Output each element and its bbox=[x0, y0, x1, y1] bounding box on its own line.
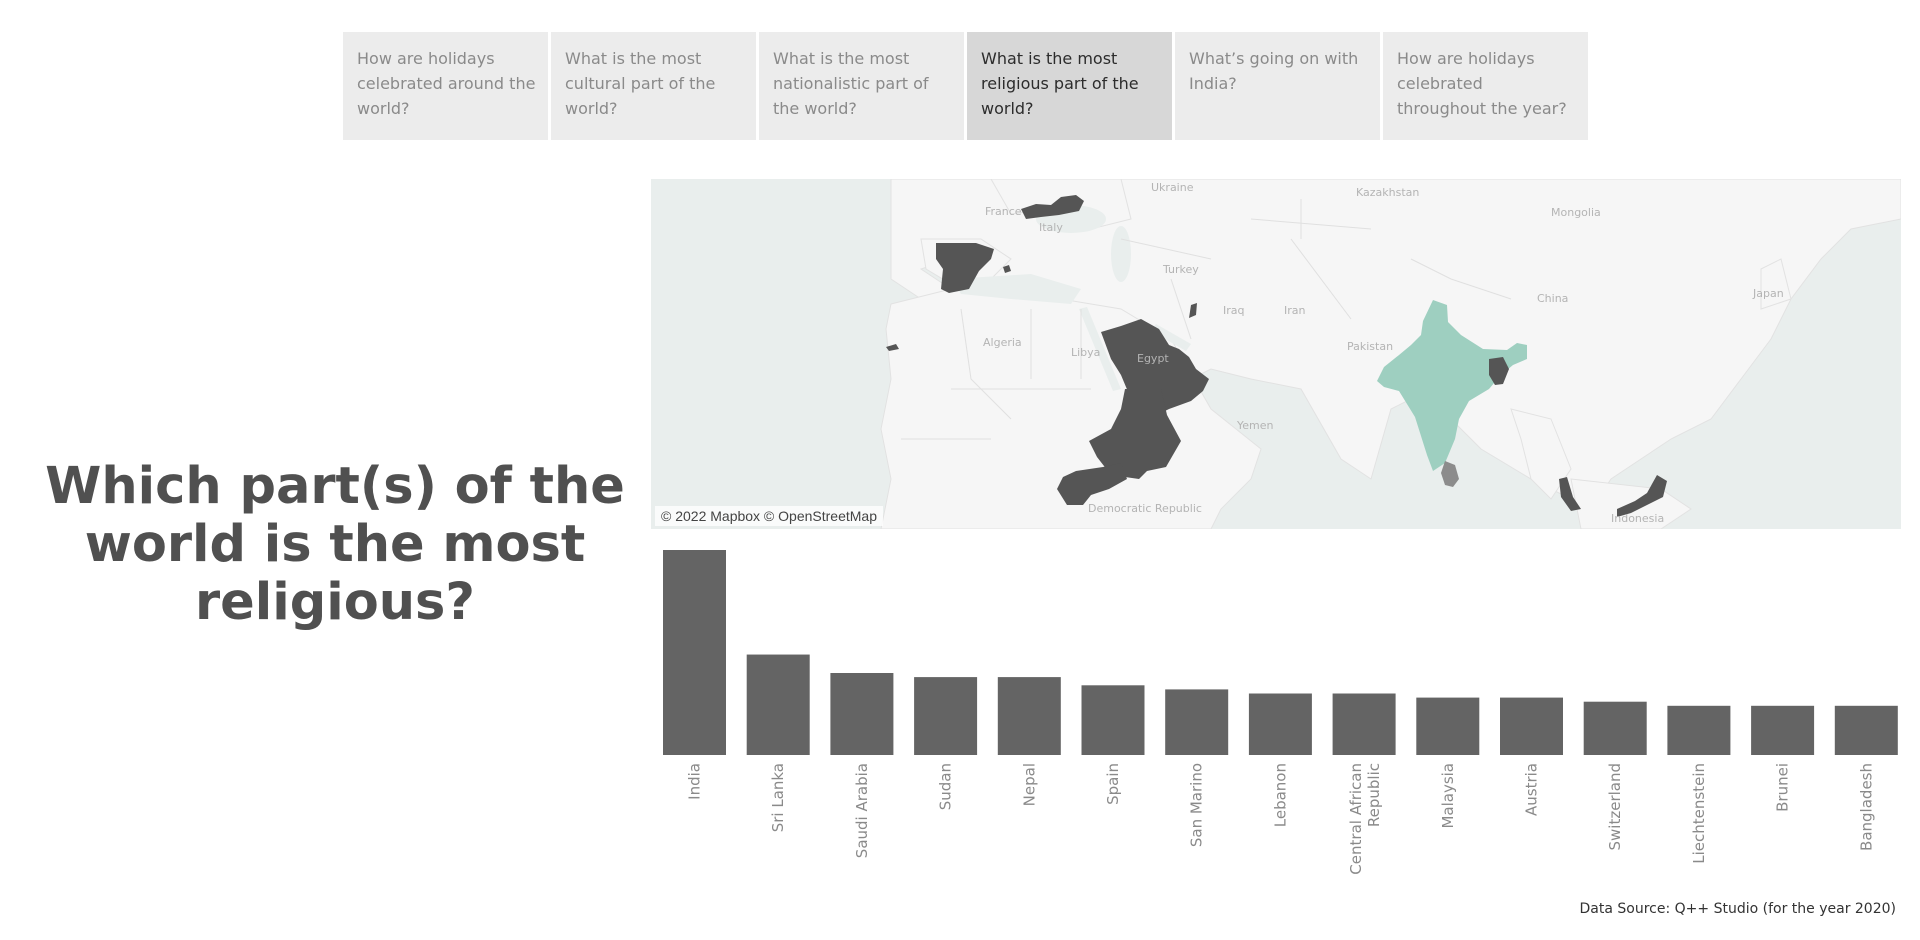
country-spain[interactable] bbox=[936, 243, 994, 293]
bar-spain[interactable] bbox=[1081, 685, 1145, 755]
religion-bar-chart: India Sri Lanka Saudi Arabia Sudan Nepal Spai… bbox=[663, 550, 1898, 875]
land-southeast-asia bbox=[1510, 408, 1572, 500]
map-label-france: France bbox=[985, 205, 1022, 218]
bar-label-brunei: Brunei bbox=[1774, 763, 1792, 812]
country-india[interactable] bbox=[1377, 300, 1527, 471]
country-sri-lanka[interactable] bbox=[1441, 461, 1459, 487]
bar-sri-lanka[interactable] bbox=[746, 654, 810, 755]
country-bangladesh[interactable] bbox=[1489, 357, 1509, 385]
sea-persian-gulf bbox=[1151, 324, 1191, 351]
bar-bangladesh[interactable] bbox=[1834, 705, 1898, 755]
map-label-egypt: Egypt bbox=[1137, 352, 1169, 365]
country-sudan[interactable] bbox=[1089, 389, 1181, 479]
map-label-yemen: Yemen bbox=[1236, 419, 1274, 432]
story-tab-5[interactable]: What’s going on with India? bbox=[1175, 32, 1380, 140]
map-label-iraq: Iraq bbox=[1223, 304, 1245, 317]
bar-label-liechtenstein: Liechtenstein bbox=[1690, 763, 1708, 864]
map-label-mongolia: Mongolia bbox=[1551, 206, 1601, 219]
religion-map[interactable]: France Italy Ukraine Kazakhstan Mongolia… bbox=[651, 179, 1901, 529]
story-tab-2[interactable]: What is the most cultural part of the wo… bbox=[551, 32, 756, 140]
dashboard-question: Which part(s) of the world is the most r… bbox=[45, 457, 625, 632]
sea-mediterranean bbox=[951, 274, 1081, 304]
bar-label-sudan: Sudan bbox=[937, 763, 955, 810]
bar-label-spain: Spain bbox=[1104, 763, 1122, 805]
map-attribution[interactable]: © 2022 Mapbox © OpenStreetMap bbox=[655, 506, 883, 526]
bar-label-lebanon: Lebanon bbox=[1271, 763, 1289, 827]
bar-label-switzerland: Switzerland bbox=[1606, 763, 1624, 851]
bar-label-malaysia: Malaysia bbox=[1439, 763, 1457, 829]
map-label-iran: Iran bbox=[1284, 304, 1306, 317]
map-label-italy: Italy bbox=[1039, 221, 1063, 234]
bar-label-san-marino: San Marino bbox=[1188, 763, 1206, 847]
bar-label-saudi-arabia: Saudi Arabia bbox=[853, 763, 871, 858]
bar-label-central-african-republic: Central AfricanRepublic bbox=[1347, 763, 1383, 875]
sea-red bbox=[1079, 307, 1121, 391]
map-label-ukraine: Ukraine bbox=[1151, 181, 1194, 194]
country-canaries[interactable] bbox=[886, 344, 899, 351]
country-borders bbox=[901, 199, 1512, 440]
bar-label-bangladesh: Bangladesh bbox=[1857, 763, 1875, 851]
bar-lebanon[interactable] bbox=[1248, 693, 1312, 756]
story-tab-3[interactable]: What is the most nationalistic part of t… bbox=[759, 32, 964, 140]
map-label-libya: Libya bbox=[1071, 346, 1100, 359]
map-label-china: China bbox=[1537, 292, 1568, 305]
map-label-pakistan: Pakistan bbox=[1347, 340, 1393, 353]
story-tab-1[interactable]: How are holidays celebrated around the w… bbox=[343, 32, 548, 140]
bar-central-african-republic[interactable] bbox=[1332, 693, 1396, 756]
bar-san-marino[interactable] bbox=[1165, 689, 1229, 755]
story-navigation: How are holidays celebrated around the w… bbox=[343, 32, 1591, 140]
map-label-algeria: Algeria bbox=[983, 336, 1022, 349]
country-lebanon[interactable] bbox=[1189, 303, 1197, 318]
bar-malaysia[interactable] bbox=[1416, 697, 1480, 755]
sea-caspian bbox=[1111, 226, 1131, 282]
bar-label-austria: Austria bbox=[1523, 763, 1541, 816]
bar-brunei[interactable] bbox=[1751, 705, 1815, 755]
story-tab-4[interactable]: What is the most religious part of the w… bbox=[967, 32, 1172, 140]
country-malaysia-peninsular[interactable] bbox=[1559, 477, 1581, 511]
map-canvas[interactable]: France Italy Ukraine Kazakhstan Mongolia… bbox=[651, 179, 1901, 529]
map-label-japan: Japan bbox=[1752, 287, 1784, 300]
bar-liechtenstein[interactable] bbox=[1667, 705, 1731, 755]
map-label-indonesia: Indonesia bbox=[1611, 512, 1664, 525]
country-saudi-arabia[interactable] bbox=[1101, 319, 1209, 419]
map-label-turkey: Turkey bbox=[1162, 263, 1199, 276]
country-balearic[interactable] bbox=[1003, 265, 1011, 273]
bar-sudan[interactable] bbox=[914, 677, 978, 755]
map-label-democratic-republic: Democratic Republic bbox=[1088, 502, 1202, 515]
country-austria-switzerland[interactable] bbox=[1021, 195, 1084, 219]
map-label-kazakhstan: Kazakhstan bbox=[1356, 186, 1419, 199]
bar-saudi-arabia[interactable] bbox=[830, 673, 894, 755]
country-central-african-republic[interactable] bbox=[1057, 463, 1127, 505]
bar-switzerland[interactable] bbox=[1583, 701, 1647, 755]
bar-label-india: India bbox=[686, 763, 704, 800]
data-source-note: Data Source: Q++ Studio (for the year 20… bbox=[1579, 901, 1896, 917]
country-malaysia-borneo-brunei[interactable] bbox=[1617, 475, 1667, 517]
bar-austria[interactable] bbox=[1500, 697, 1563, 755]
story-tab-6[interactable]: How are holidays celebrated throughout t… bbox=[1383, 32, 1588, 140]
land-europe-asia bbox=[890, 179, 1901, 510]
bar-india[interactable] bbox=[663, 550, 726, 755]
bar-nepal[interactable] bbox=[997, 677, 1061, 755]
bar-label-sri-lanka: Sri Lanka bbox=[769, 763, 787, 832]
bar-label-nepal: Nepal bbox=[1020, 763, 1038, 806]
land-japan bbox=[1760, 258, 1792, 310]
